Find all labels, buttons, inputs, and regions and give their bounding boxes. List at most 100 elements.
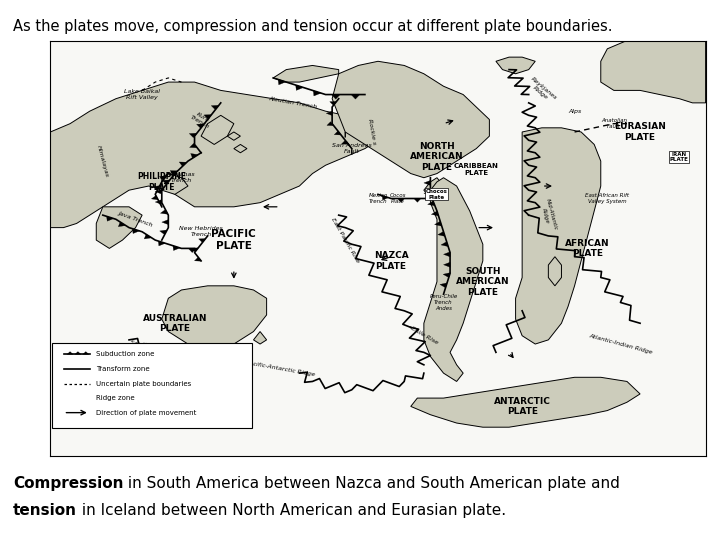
Polygon shape — [327, 122, 334, 126]
Text: Peru-Chile
Trench
Andes: Peru-Chile Trench Andes — [429, 294, 458, 310]
Polygon shape — [161, 210, 168, 214]
Polygon shape — [228, 132, 240, 140]
Text: Aleutian Trench: Aleutian Trench — [268, 96, 318, 110]
Polygon shape — [189, 133, 197, 138]
Text: Chocos
Plate: Chocos Plate — [426, 189, 448, 200]
Polygon shape — [144, 234, 152, 239]
Polygon shape — [331, 94, 340, 99]
Polygon shape — [153, 186, 160, 190]
Text: East African Rift
Valley System: East African Rift Valley System — [585, 193, 629, 204]
Text: EURASIAN
PLATE: EURASIAN PLATE — [614, 122, 666, 141]
Polygon shape — [189, 143, 197, 148]
Text: Pacific-Antarctic Ridge: Pacific-Antarctic Ridge — [245, 360, 315, 377]
Text: Reykjanes
Ridge: Reykjanes Ridge — [526, 76, 558, 105]
Polygon shape — [516, 128, 600, 344]
Polygon shape — [83, 352, 89, 354]
Polygon shape — [438, 232, 445, 237]
Polygon shape — [278, 79, 286, 85]
Polygon shape — [431, 211, 438, 216]
Polygon shape — [179, 162, 186, 166]
Polygon shape — [435, 221, 442, 226]
Polygon shape — [201, 116, 234, 144]
Text: Alps: Alps — [568, 109, 581, 114]
Polygon shape — [234, 144, 247, 153]
Polygon shape — [189, 248, 196, 253]
Polygon shape — [414, 199, 421, 202]
Polygon shape — [156, 189, 162, 194]
Polygon shape — [334, 131, 341, 135]
Polygon shape — [444, 262, 450, 267]
Polygon shape — [156, 199, 162, 205]
Text: SOUTH
AMERICAN
PLATE: SOUTH AMERICAN PLATE — [456, 267, 510, 296]
Text: PHILIPPINE
PLATE: PHILIPPINE PLATE — [138, 172, 186, 192]
Polygon shape — [273, 65, 338, 82]
Polygon shape — [160, 230, 167, 235]
Polygon shape — [424, 180, 431, 185]
Text: East Pacific Rise: East Pacific Rise — [330, 217, 360, 264]
Polygon shape — [296, 85, 303, 90]
Text: Ridge zone: Ridge zone — [96, 395, 135, 401]
Polygon shape — [600, 40, 706, 103]
Text: in Iceland between North American and Eurasian plate.: in Iceland between North American and Eu… — [77, 503, 506, 518]
Polygon shape — [197, 124, 204, 129]
Polygon shape — [211, 105, 219, 110]
Polygon shape — [50, 82, 378, 227]
Text: As the plates move, compression and tension occur at different plate boundaries.: As the plates move, compression and tens… — [13, 19, 613, 34]
Polygon shape — [75, 352, 81, 354]
Polygon shape — [132, 229, 140, 233]
Text: Lake Baikal
Rift Valley: Lake Baikal Rift Valley — [124, 89, 160, 100]
Text: Kuril
Trench: Kuril Trench — [189, 110, 213, 130]
Polygon shape — [194, 257, 202, 261]
Polygon shape — [192, 248, 198, 252]
Text: NAZCA
PLATE: NAZCA PLATE — [374, 251, 408, 271]
Text: ANTARCTIC
PLATE: ANTARCTIC PLATE — [494, 397, 551, 416]
Polygon shape — [444, 252, 450, 257]
Text: Marianas
Trench: Marianas Trench — [167, 172, 196, 183]
Polygon shape — [158, 241, 166, 246]
Polygon shape — [330, 102, 337, 105]
Polygon shape — [443, 273, 450, 278]
Text: AFRICAN
PLATE: AFRICAN PLATE — [565, 239, 610, 258]
Polygon shape — [170, 171, 178, 175]
Text: Southeast India Rise: Southeast India Rise — [130, 340, 194, 356]
Text: AUSTRALIAN
PLATE: AUSTRALIAN PLATE — [143, 314, 207, 333]
Polygon shape — [496, 57, 535, 74]
Polygon shape — [424, 178, 483, 381]
Polygon shape — [253, 332, 266, 344]
Text: in South America between Nazca and South American plate and: in South America between Nazca and South… — [123, 476, 621, 491]
Polygon shape — [173, 246, 180, 251]
Text: Uncertain plate boundaries: Uncertain plate boundaries — [96, 381, 192, 387]
Text: Chile Rise: Chile Rise — [409, 326, 438, 346]
Polygon shape — [382, 195, 389, 200]
Polygon shape — [424, 178, 450, 199]
Text: Transform zone: Transform zone — [96, 366, 150, 372]
Text: NORTH
AMERICAN
PLATE: NORTH AMERICAN PLATE — [410, 142, 464, 172]
Polygon shape — [428, 201, 435, 206]
Polygon shape — [96, 207, 142, 248]
Polygon shape — [67, 352, 73, 354]
Text: New Hebrides
Trench: New Hebrides Trench — [179, 226, 223, 237]
Text: Himalayas: Himalayas — [96, 145, 109, 178]
Polygon shape — [118, 222, 126, 227]
Polygon shape — [549, 256, 562, 286]
Polygon shape — [441, 242, 448, 247]
Polygon shape — [313, 91, 321, 96]
Text: IRAN
PLATE: IRAN PLATE — [670, 152, 689, 163]
Text: Direction of plate movement: Direction of plate movement — [96, 410, 197, 416]
Polygon shape — [107, 217, 114, 221]
Text: San Andreas
Fault: San Andreas Fault — [332, 143, 372, 154]
Polygon shape — [351, 94, 360, 99]
Polygon shape — [162, 220, 168, 225]
FancyBboxPatch shape — [53, 343, 251, 428]
Polygon shape — [162, 286, 266, 348]
Text: Subduction zone: Subduction zone — [96, 352, 155, 357]
Text: Anatolian
Fault: Anatolian Fault — [601, 118, 627, 129]
Polygon shape — [440, 283, 447, 288]
Polygon shape — [162, 173, 188, 194]
Polygon shape — [424, 191, 431, 196]
Text: Atlantic-Indian Ridge: Atlantic-Indian Ridge — [588, 333, 653, 355]
Text: Rockie s: Rockie s — [366, 119, 376, 145]
Text: tension: tension — [13, 503, 77, 518]
Text: PACIFIC
PLATE: PACIFIC PLATE — [212, 230, 256, 251]
Text: Mexico
Trench: Mexico Trench — [369, 193, 387, 204]
